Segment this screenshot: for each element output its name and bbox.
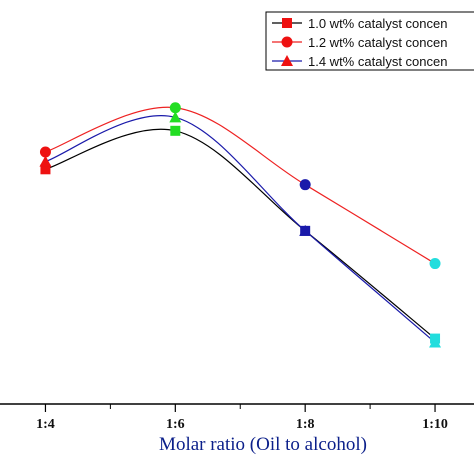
legend-box bbox=[265, 11, 474, 71]
x-tick-label: 1:4 bbox=[36, 417, 55, 432]
data-point-s2-2 bbox=[169, 102, 181, 114]
data-point-s3-3 bbox=[299, 224, 312, 236]
data-point-s3-2 bbox=[169, 111, 182, 123]
data-point-s2-1 bbox=[39, 146, 51, 158]
legend-label-2: 1.2 wt% catalyst concen bbox=[308, 35, 447, 50]
series-line-3 bbox=[45, 115, 436, 343]
legend-marker-circle bbox=[281, 36, 293, 48]
series-line-2 bbox=[45, 106, 436, 265]
series-lines bbox=[45, 106, 436, 343]
series-line-1 bbox=[45, 128, 436, 340]
x-tick-label: 1:6 bbox=[166, 417, 185, 432]
legend-label-3: 1.4 wt% catalyst concen bbox=[308, 54, 447, 69]
data-point-s2-3 bbox=[299, 179, 311, 191]
legend-marker-square bbox=[282, 18, 292, 28]
data-point-s3-4 bbox=[429, 336, 442, 348]
legend-marker-triangle bbox=[281, 55, 293, 66]
x-tick-label: 1:8 bbox=[296, 417, 315, 432]
x-tick-label: 1:10 bbox=[422, 417, 448, 432]
data-point-s2-4 bbox=[429, 258, 441, 270]
series-markers bbox=[39, 102, 442, 348]
data-point-s1-1 bbox=[40, 164, 51, 175]
x-tick-labels: 1:4 1:6 1:8 1:10 bbox=[36, 417, 448, 432]
legend-label-1: 1.0 wt% catalyst concen bbox=[308, 16, 447, 31]
legend: 1.0 wt% catalyst concen 1.2 wt% catalyst… bbox=[265, 11, 474, 71]
x-ticks bbox=[44, 404, 436, 412]
data-point-s3-1 bbox=[39, 155, 52, 167]
x-axis-title: Molar ratio (Oil to alcohol) bbox=[159, 434, 367, 455]
data-point-s1-2 bbox=[170, 125, 181, 136]
